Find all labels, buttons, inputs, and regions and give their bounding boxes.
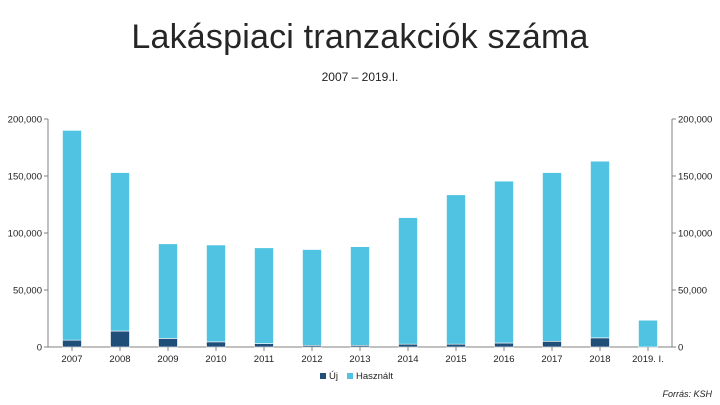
bar-used [158, 243, 178, 339]
bar-new [590, 337, 610, 348]
bar-used [446, 194, 466, 345]
x-tick-label: 2011 [254, 354, 274, 365]
bar-new [110, 330, 130, 348]
bar-used [302, 249, 322, 346]
x-tick-label: 2007 [61, 354, 82, 365]
bar-used [398, 217, 418, 345]
legend-label-new: Új [329, 371, 338, 382]
x-tick-label: 2017 [541, 354, 562, 365]
bar-new [158, 338, 178, 348]
x-tick-label: 2016 [493, 354, 514, 365]
bar-used [638, 319, 658, 348]
y-tick-label-right: 100,000 [678, 229, 712, 240]
x-tick-label: 2018 [589, 354, 610, 365]
bar-new [398, 343, 418, 348]
bar-used [62, 130, 82, 341]
bar-new [62, 339, 82, 348]
bar-new [542, 340, 562, 348]
bar-used [110, 172, 130, 332]
y-tick-label-right: 50,000 [678, 286, 707, 297]
bar-new [446, 343, 466, 348]
y-tick-label-left: 0 [37, 343, 42, 354]
bar-used [590, 160, 610, 339]
x-tick-label: 2019. I. [632, 354, 664, 365]
y-tick-label-right: 200,000 [678, 115, 712, 126]
bar-used [542, 172, 562, 342]
legend-swatch-used [347, 373, 353, 379]
x-tick-label: 2009 [157, 354, 178, 365]
chart-title: Lakáspiaci tranzakciók száma [131, 18, 589, 56]
x-tick-label: 2010 [205, 354, 226, 365]
bar-new [254, 343, 274, 348]
x-tick-label: 2012 [301, 354, 322, 365]
y-tick-label-right: 150,000 [678, 172, 712, 183]
y-tick-label-left: 150,000 [8, 172, 42, 183]
bar-used [350, 246, 370, 346]
source-note: Forrás: KSH [662, 389, 712, 399]
legend-label-used: Használt [356, 371, 393, 382]
y-tick-label-right: 0 [678, 343, 683, 354]
bar-used [494, 180, 514, 344]
x-tick-label: 2013 [349, 354, 370, 365]
bar-new [494, 342, 514, 348]
bar-used [254, 247, 274, 344]
bar-used [206, 244, 226, 343]
chart-subtitle: 2007 – 2019.I. [321, 70, 399, 84]
y-tick-label-left: 100,000 [8, 229, 42, 240]
legend-swatch-new [320, 373, 326, 379]
x-tick-label: 2014 [397, 354, 418, 365]
x-tick-label: 2008 [109, 354, 130, 365]
x-tick-label: 2015 [445, 354, 466, 365]
bar-new [206, 341, 226, 348]
y-tick-label-left: 200,000 [8, 115, 42, 126]
y-tick-label-left: 50,000 [13, 286, 42, 297]
